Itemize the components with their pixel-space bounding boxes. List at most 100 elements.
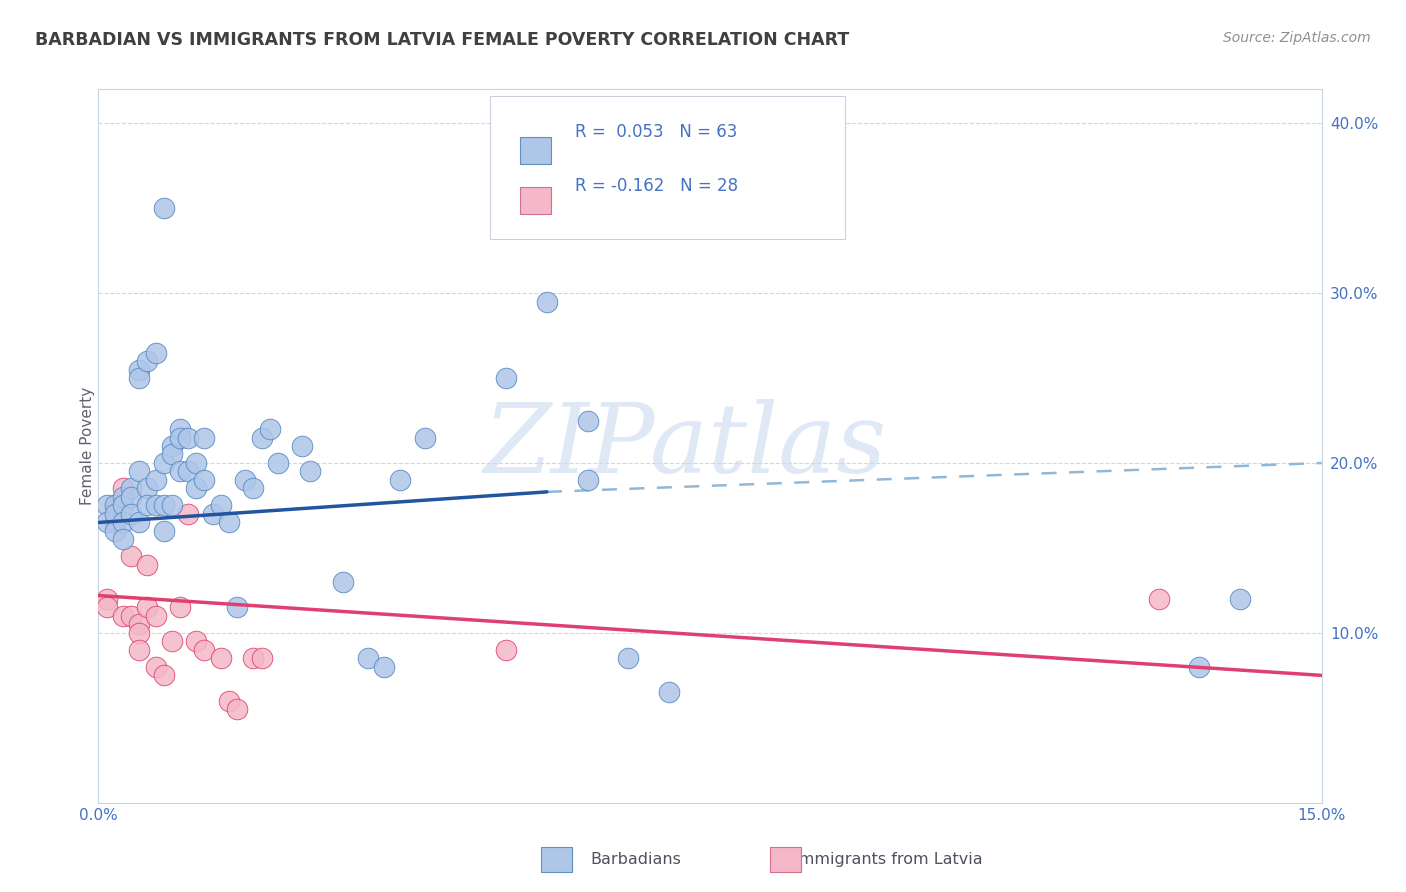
Point (120, 482, 142, 496)
Point (209, 651, 232, 665)
Point (111, 482, 134, 496)
Point (136, 558, 159, 572)
Point (177, 465, 200, 479)
Point (128, 371, 150, 385)
Point (193, 643, 215, 657)
Point (152, 668, 174, 682)
Point (128, 362, 150, 376)
Point (136, 354, 159, 368)
Point (193, 430, 215, 444)
Point (111, 499, 134, 513)
Point (145, 473, 167, 487)
Text: BARBADIAN VS IMMIGRANTS FROM LATVIA FEMALE POVERTY CORRELATION CHART: BARBADIAN VS IMMIGRANTS FROM LATVIA FEMA… (35, 31, 849, 49)
Point (152, 201, 174, 215)
Point (136, 600, 159, 615)
Point (617, 651, 640, 665)
Point (233, 473, 256, 487)
Point (177, 430, 200, 444)
Point (495, 371, 517, 385)
Point (177, 507, 200, 521)
Point (111, 608, 134, 623)
Point (267, 456, 290, 470)
Point (201, 507, 224, 521)
Point (96, 499, 118, 513)
Point (111, 516, 134, 530)
Point (152, 524, 174, 538)
Point (145, 499, 167, 513)
Point (658, 685, 681, 699)
Point (104, 524, 127, 538)
Point (104, 516, 127, 530)
Point (120, 507, 142, 521)
Point (218, 516, 240, 530)
Point (242, 651, 264, 665)
Point (136, 482, 159, 496)
Point (193, 473, 215, 487)
Text: R = -0.162   N = 28: R = -0.162 N = 28 (575, 177, 738, 194)
Point (152, 456, 174, 470)
Point (291, 439, 314, 453)
Point (332, 574, 354, 589)
Point (128, 516, 150, 530)
Point (373, 660, 395, 674)
Point (226, 600, 249, 615)
Text: ZIPatlas: ZIPatlas (484, 399, 887, 493)
Point (242, 482, 264, 496)
Point (1229, 591, 1251, 606)
Point (413, 430, 436, 444)
Point (299, 465, 322, 479)
Point (145, 660, 167, 674)
Point (1147, 591, 1170, 606)
Point (104, 499, 127, 513)
FancyBboxPatch shape (489, 96, 845, 239)
Point (186, 634, 208, 648)
Point (104, 499, 127, 513)
Point (356, 651, 378, 665)
Point (96, 600, 118, 615)
Point (128, 643, 150, 657)
Point (495, 643, 517, 657)
Point (120, 490, 142, 504)
Point (160, 448, 183, 462)
Point (120, 608, 142, 623)
Y-axis label: Female Poverty: Female Poverty (80, 387, 94, 505)
Point (576, 473, 599, 487)
Text: Immigrants from Latvia: Immigrants from Latvia (794, 853, 983, 867)
Point (128, 465, 150, 479)
Point (389, 473, 412, 487)
Point (160, 439, 183, 453)
Text: R =  0.053   N = 63: R = 0.053 N = 63 (575, 123, 738, 141)
Point (536, 294, 558, 309)
Point (186, 482, 208, 496)
Point (209, 499, 232, 513)
Point (160, 634, 183, 648)
Point (169, 430, 191, 444)
Text: Barbadians: Barbadians (591, 853, 682, 867)
Point (1188, 660, 1211, 674)
Point (145, 608, 167, 623)
Bar (520, 137, 551, 164)
Point (250, 430, 273, 444)
Text: Source: ZipAtlas.com: Source: ZipAtlas.com (1223, 31, 1371, 45)
Point (226, 702, 249, 716)
Point (96, 591, 118, 606)
Point (186, 456, 208, 470)
Point (259, 422, 281, 436)
Point (169, 600, 191, 615)
Point (120, 549, 142, 564)
Point (128, 617, 150, 632)
Point (136, 499, 159, 513)
Point (152, 499, 174, 513)
Point (169, 422, 191, 436)
Point (160, 499, 183, 513)
Bar (520, 187, 551, 214)
Point (145, 345, 167, 359)
Point (169, 465, 191, 479)
Point (111, 533, 134, 547)
Point (576, 413, 599, 427)
Point (111, 490, 134, 504)
Point (96, 516, 118, 530)
Point (128, 626, 150, 640)
Point (495, 184, 517, 198)
Point (218, 694, 240, 708)
